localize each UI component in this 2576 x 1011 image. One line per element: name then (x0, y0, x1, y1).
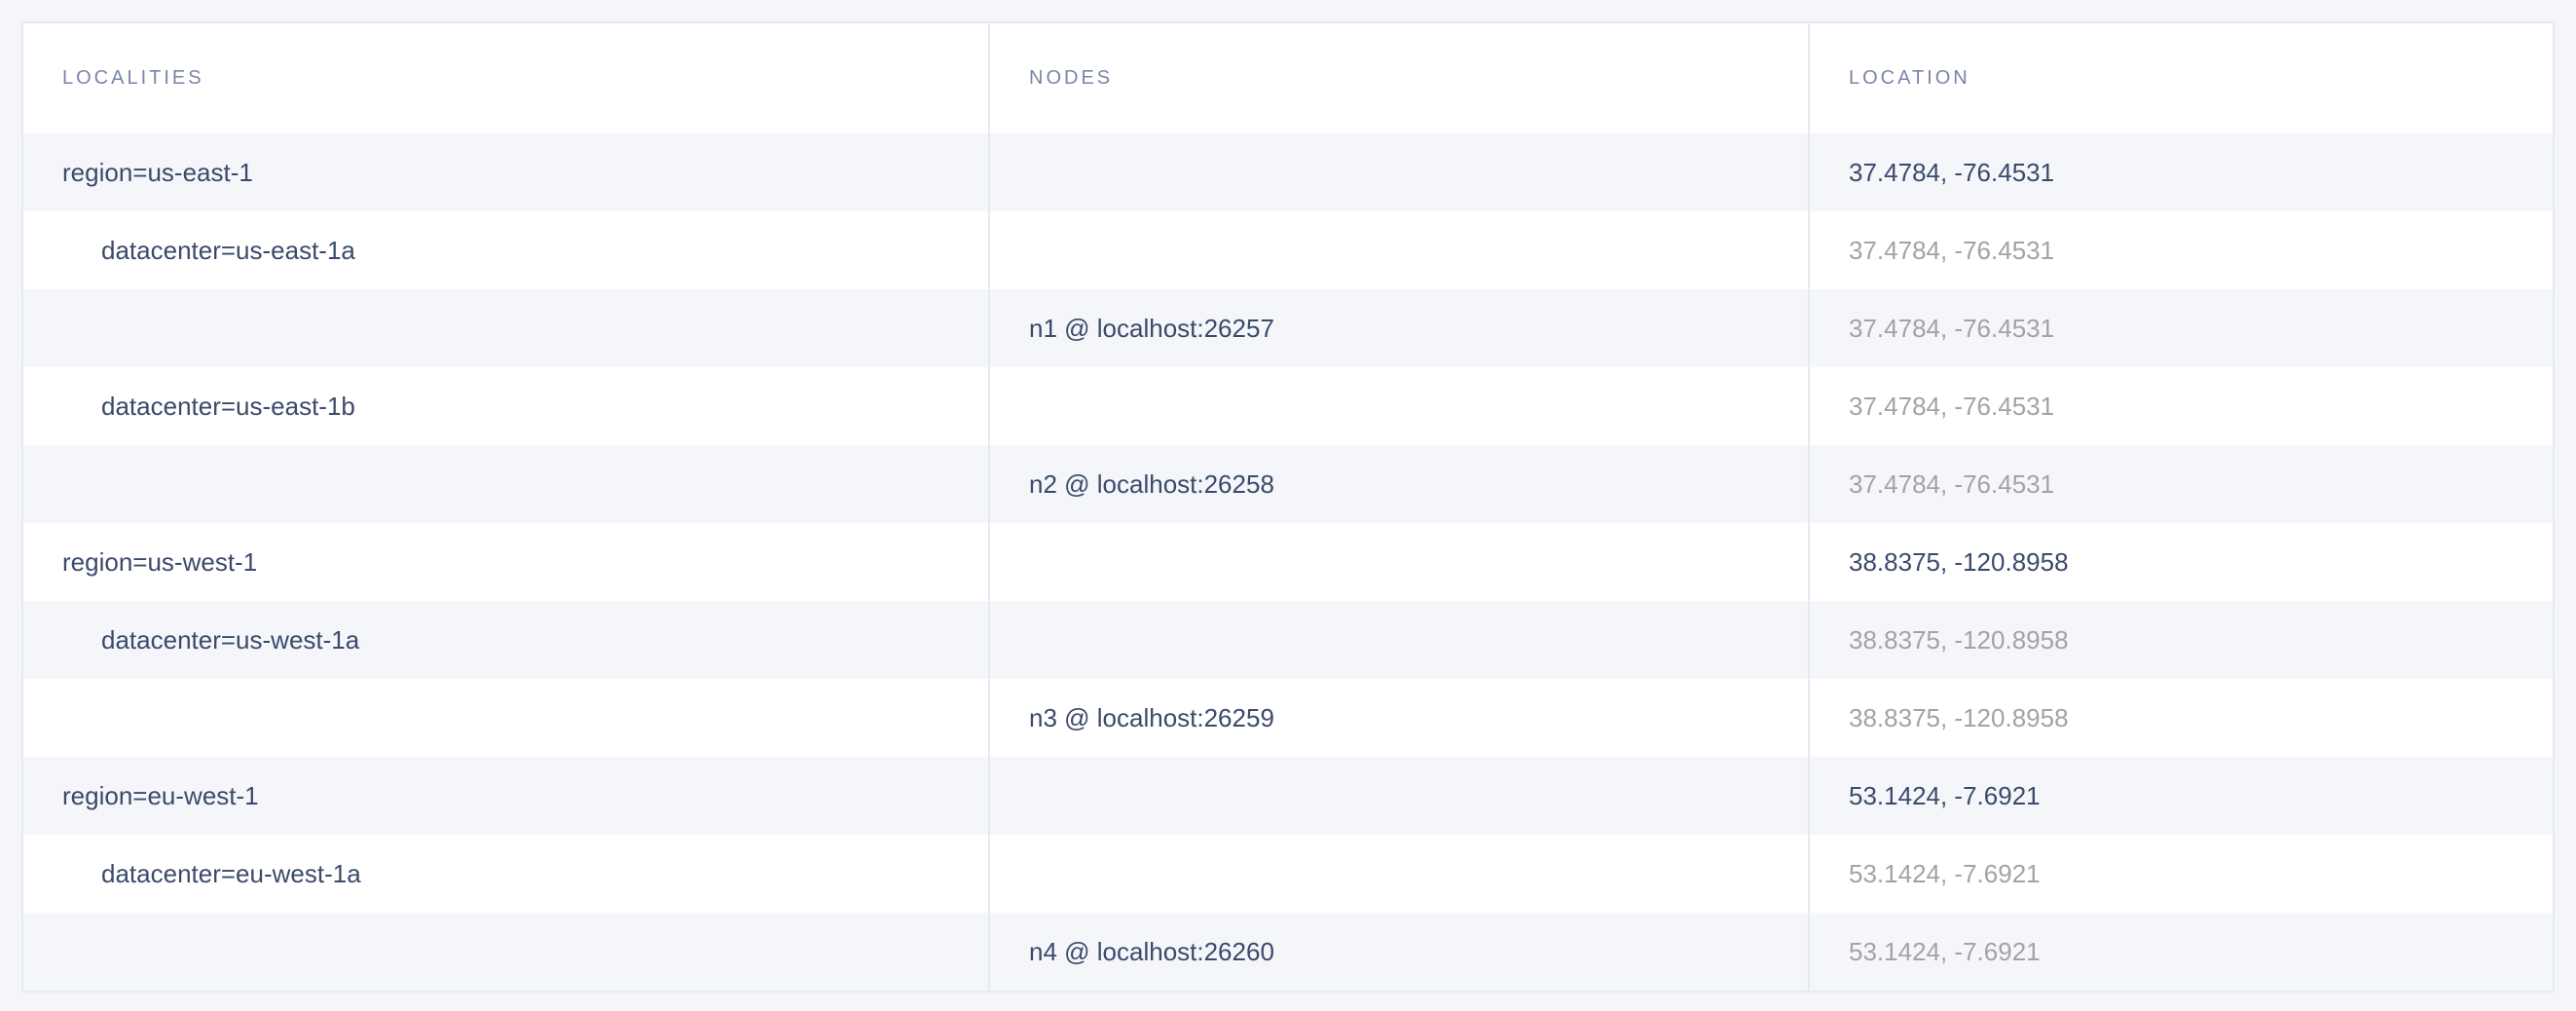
table-row: region=eu-west-1 53.1424, -7.6921 (23, 757, 2553, 835)
locality-cell: datacenter=eu-west-1a (23, 835, 990, 913)
locality-cell: region=us-west-1 (23, 523, 990, 601)
locality-cell (23, 445, 990, 523)
node-cell (990, 757, 1810, 835)
node-cell (990, 523, 1810, 601)
locality-cell: region=eu-west-1 (23, 757, 990, 835)
table-row: region=us-east-1 37.4784, -76.4531 (23, 133, 2553, 211)
node-cell: n3 @ localhost:26259 (990, 679, 1810, 757)
node-cell: n2 @ localhost:26258 (990, 445, 1810, 523)
locality-cell: datacenter=us-east-1a (23, 211, 990, 289)
locality-cell: datacenter=us-east-1b (23, 367, 990, 445)
table-row: datacenter=eu-west-1a 53.1424, -7.6921 (23, 835, 2553, 913)
table-row: n3 @ localhost:26259 38.8375, -120.8958 (23, 679, 2553, 757)
locality-cell: datacenter=us-west-1a (23, 601, 990, 679)
location-cell: 37.4784, -76.4531 (1849, 157, 2055, 187)
table-row: n1 @ localhost:26257 37.4784, -76.4531 (23, 289, 2553, 367)
node-cell (990, 367, 1810, 445)
column-header-nodes: NODES (990, 23, 1810, 133)
location-cell: 53.1424, -7.6921 (1849, 936, 2041, 966)
location-cell: 37.4784, -76.4531 (1849, 468, 2055, 499)
node-cell: n1 @ localhost:26257 (990, 289, 1810, 367)
column-header-location: LOCATION (1849, 67, 1970, 89)
location-cell: 53.1424, -7.6921 (1849, 858, 2041, 888)
table-body: region=us-east-1 37.4784, -76.4531 datacen… (23, 133, 2553, 991)
table-row: datacenter=us-west-1a 38.8375, -120.8958 (23, 601, 2553, 679)
node-cell (990, 835, 1810, 913)
location-cell: 37.4784, -76.4531 (1849, 391, 2055, 421)
table-row: region=us-west-1 38.8375, -120.8958 (23, 523, 2553, 601)
column-header-localities: LOCALITIES (23, 23, 990, 133)
node-cell: n4 @ localhost:26260 (990, 913, 1810, 991)
table-header: LOCALITIES NODES LOCATION (23, 23, 2553, 133)
locality-cell (23, 289, 990, 367)
locality-cell (23, 913, 990, 991)
location-cell: 38.8375, -120.8958 (1849, 546, 2069, 577)
node-cell (990, 601, 1810, 679)
table-row: datacenter=us-east-1a 37.4784, -76.4531 (23, 211, 2553, 289)
table-row: n2 @ localhost:26258 37.4784, -76.4531 (23, 445, 2553, 523)
location-cell: 37.4784, -76.4531 (1849, 313, 2055, 343)
table-row: datacenter=us-east-1b 37.4784, -76.4531 (23, 367, 2553, 445)
locality-cell: region=us-east-1 (23, 133, 990, 211)
location-cell: 53.1424, -7.6921 (1849, 780, 2041, 810)
node-cell (990, 211, 1810, 289)
localities-table: LOCALITIES NODES LOCATION region=us-east… (21, 21, 2555, 992)
node-cell (990, 133, 1810, 211)
table-row: n4 @ localhost:26260 53.1424, -7.6921 (23, 913, 2553, 991)
locality-cell (23, 679, 990, 757)
location-cell: 37.4784, -76.4531 (1849, 235, 2055, 265)
location-cell: 38.8375, -120.8958 (1849, 624, 2069, 655)
location-cell: 38.8375, -120.8958 (1849, 702, 2069, 732)
